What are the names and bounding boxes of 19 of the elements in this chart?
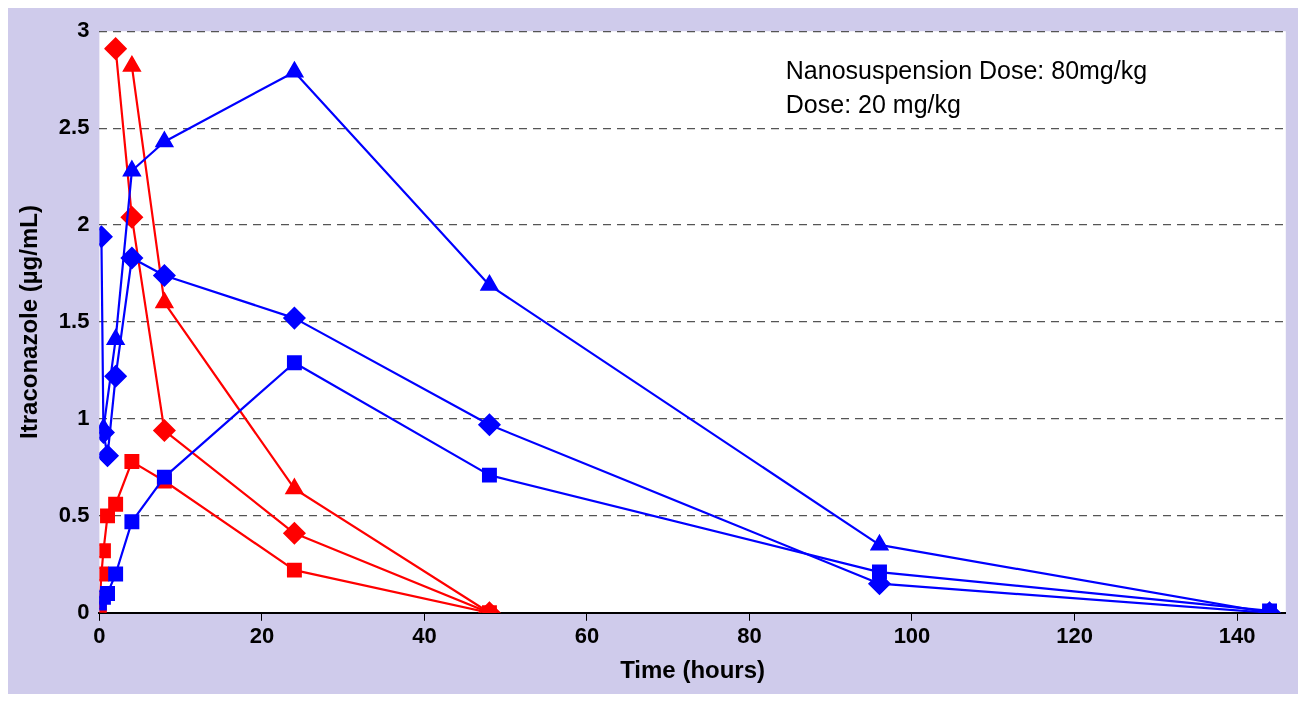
y-tick-label: 2 <box>77 211 90 237</box>
y-tick-label: 0 <box>77 598 90 624</box>
y-axis-title: Itraconazole (µg/mL) <box>15 205 43 439</box>
annotation: Dose: 20 mg/kg <box>785 89 961 118</box>
x-tick-label: 20 <box>249 623 275 649</box>
x-tick-label: 40 <box>412 623 437 649</box>
x-tick-label: 100 <box>893 623 931 649</box>
x-tick-label: 0 <box>93 623 106 649</box>
y-tick-label: 2.5 <box>58 114 90 140</box>
x-axis-title: Time (hours) <box>620 656 766 684</box>
x-tick-label: 140 <box>1218 623 1256 649</box>
y-tick-label: 0.5 <box>58 501 90 527</box>
x-tick-label: 120 <box>1056 623 1093 649</box>
annotation: Nanosuspension Dose: 80mg/kg <box>785 55 1148 84</box>
y-tick-label: 3 <box>77 17 90 43</box>
x-tick-label: 80 <box>737 623 762 649</box>
y-tick-label: 1 <box>77 405 90 430</box>
x-tick-label: 60 <box>574 623 600 649</box>
y-tick-label: 1.5 <box>58 308 90 334</box>
